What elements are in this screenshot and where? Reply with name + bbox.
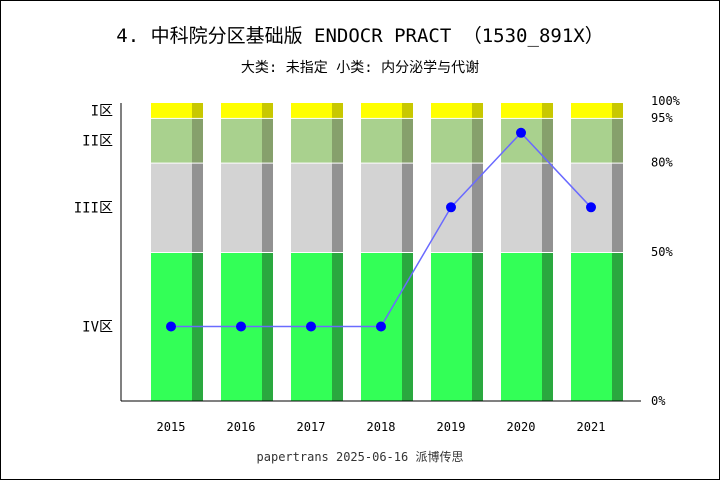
bar-segment-shade (402, 253, 413, 401)
bar-segment (571, 118, 612, 163)
x-tick-label: 2021 (577, 420, 606, 434)
bar-segment-shade (472, 163, 483, 252)
chart-subtitle: 大类: 未指定 小类: 内分泌学与代谢 (240, 60, 480, 76)
right-tick-label: 100% (651, 94, 681, 108)
right-tick-label: 0% (651, 394, 666, 408)
x-tick-label: 2016 (227, 420, 256, 434)
data-point (586, 202, 596, 213)
bar-segment-shade (542, 253, 553, 401)
chart-plot: 2015 2016 2017 2018 2019 2020 2021 0% 50% 80% 95% 1… (74, 94, 681, 434)
bar-segment (431, 103, 472, 118)
chart-footer: papertrans 2025-06-16 派博传思 (256, 450, 464, 464)
x-tick-label: 2019 (437, 420, 466, 434)
bar-segment (291, 163, 332, 252)
bar-segment-shade (612, 253, 623, 401)
right-tick-label: 95% (651, 111, 673, 125)
right-tick-label: 50% (651, 245, 673, 259)
bar-segment-shade (402, 118, 413, 163)
bar-segment-shade (192, 103, 203, 118)
data-point (306, 321, 316, 332)
bar-segment (501, 118, 542, 163)
bar-segment-shade (332, 118, 343, 163)
bar-segment (361, 103, 402, 118)
bar-segment-shade (332, 163, 343, 252)
bar-segment (361, 118, 402, 163)
bar-segment (151, 103, 192, 118)
zone-label: IV区 (82, 320, 113, 336)
bar-segment-shade (472, 253, 483, 401)
series-layer (166, 127, 596, 332)
bar-group-2017 (291, 103, 343, 401)
bar-segment (501, 103, 542, 118)
bar-group-2020 (501, 103, 553, 401)
bar-segment (431, 118, 472, 163)
data-point (516, 127, 526, 138)
data-point (376, 321, 386, 332)
bar-segment-shade (542, 118, 553, 163)
zone-label: III区 (74, 200, 113, 216)
bar-segment (571, 103, 612, 118)
axes-layer (120, 103, 641, 402)
bars-layer (151, 103, 623, 401)
x-tick-label: 2015 (157, 420, 186, 434)
bar-group-2019 (431, 103, 483, 401)
bar-segment-shade (192, 118, 203, 163)
bar-segment (291, 118, 332, 163)
x-tick-label: 2020 (507, 420, 536, 434)
bar-segment-shade (262, 103, 273, 118)
bar-segment (501, 163, 542, 252)
bar-segment-shade (542, 103, 553, 118)
bar-segment (151, 118, 192, 163)
bar-segment-shade (612, 118, 623, 163)
bar-segment-shade (262, 118, 273, 163)
x-tick-label: 2017 (297, 420, 326, 434)
data-point (236, 321, 246, 332)
zone-label: II区 (82, 133, 113, 149)
bar-segment (221, 118, 262, 163)
bar-group-2018 (361, 103, 413, 401)
bar-segment-shade (192, 163, 203, 252)
bar-segment-shade (612, 163, 623, 252)
bar-segment-shade (402, 103, 413, 118)
bar-segment (501, 253, 542, 401)
bar-segment-shade (542, 163, 553, 252)
bar-group-2021 (571, 103, 623, 401)
bar-segment-shade (402, 163, 413, 252)
bar-group-2015 (151, 103, 203, 401)
chart-title: 4. 中科院分区基础版 ENDOCR PRACT （1530_891X） (116, 25, 604, 47)
bar-segment (431, 253, 472, 401)
bar-segment (571, 253, 612, 401)
right-tick-label: 80% (651, 156, 673, 170)
bar-segment-shade (472, 118, 483, 163)
bar-segment (151, 163, 192, 252)
zone-label: I区 (91, 103, 113, 119)
bar-segment-shade (332, 103, 343, 118)
bar-group-2016 (221, 103, 273, 401)
bar-segment (221, 103, 262, 118)
bar-segment-shade (612, 103, 623, 118)
x-tick-label: 2018 (367, 420, 396, 434)
data-point (446, 202, 456, 213)
bar-segment (221, 163, 262, 252)
bar-segment-shade (262, 163, 273, 252)
bar-segment (361, 163, 402, 252)
data-point (166, 321, 176, 332)
labels-layer: 2015 2016 2017 2018 2019 2020 2021 0% 50% 80% 95% 1… (74, 94, 681, 434)
bar-segment (291, 103, 332, 118)
bar-segment-shade (472, 103, 483, 118)
